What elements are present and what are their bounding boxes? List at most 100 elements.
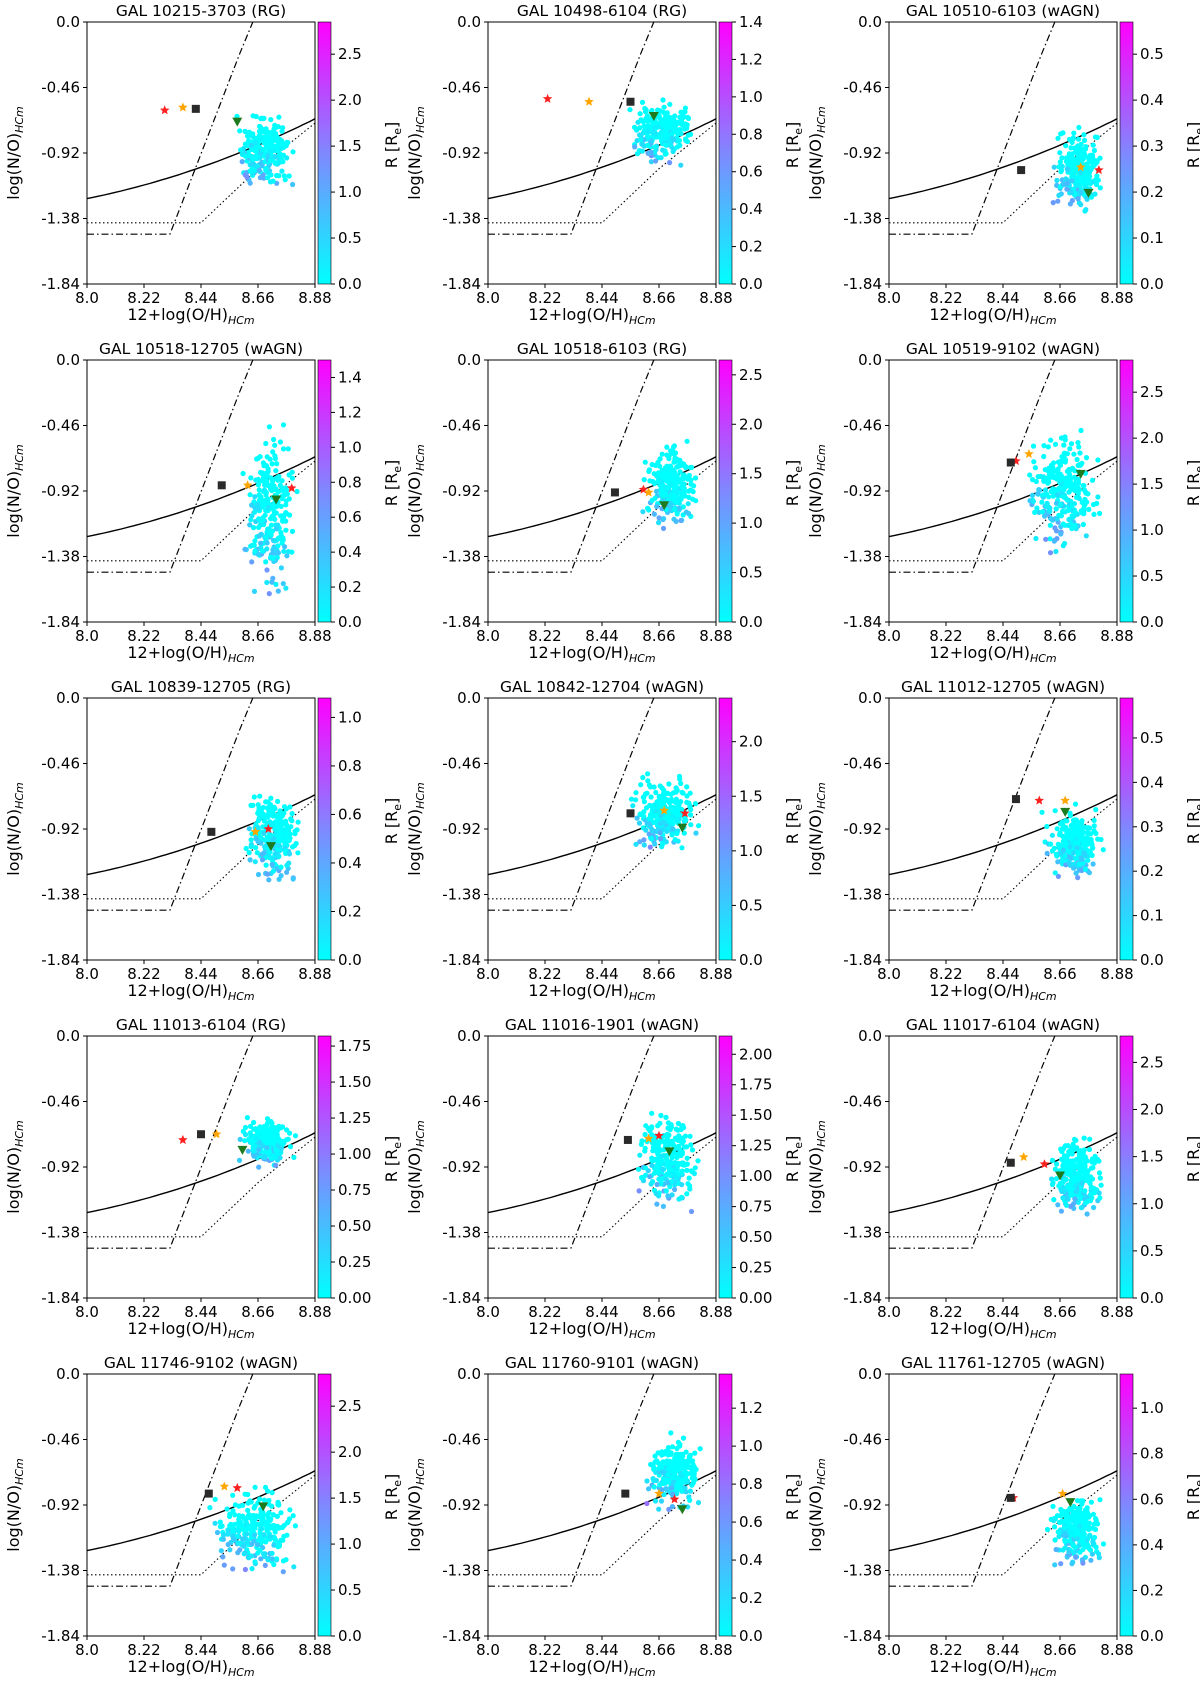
spaxel-point — [257, 454, 263, 460]
spaxel-point — [693, 830, 699, 836]
spaxel-point — [1078, 202, 1084, 208]
spaxel-point — [1063, 1202, 1070, 1208]
spaxel-point — [257, 1124, 263, 1130]
spaxel-point — [230, 1536, 237, 1542]
x-tick-label: 8.44 — [986, 1641, 1019, 1659]
marker-star-red — [654, 1130, 664, 1140]
y-tick-label: -0.92 — [41, 482, 80, 500]
x-tick-label: 8.0 — [75, 1303, 99, 1321]
spaxel-point — [1069, 178, 1075, 184]
spaxel-point — [1051, 538, 1057, 544]
marker-square — [207, 827, 216, 836]
spaxel-point — [1064, 186, 1070, 192]
spaxel-point — [1057, 150, 1063, 156]
spaxel-point — [267, 143, 273, 150]
spaxel-point — [257, 1496, 263, 1502]
spaxel-point — [1027, 472, 1033, 478]
spaxel-point — [256, 1147, 262, 1153]
spaxel-point — [1066, 1538, 1073, 1544]
spaxel-point — [660, 1203, 667, 1209]
y-tick-label: -1.84 — [442, 1627, 481, 1645]
spaxel-point — [252, 509, 258, 515]
spaxel-point — [653, 1191, 659, 1197]
colorbar-tick-label: 0.6 — [739, 1513, 763, 1531]
spaxel-point — [669, 832, 675, 838]
dotted-boundary — [889, 460, 1117, 562]
spaxel-point — [1061, 486, 1067, 492]
spaxel-point — [675, 1439, 682, 1445]
spaxel-point — [1052, 441, 1059, 447]
y-tick-label: -0.92 — [41, 144, 80, 162]
spaxel-point — [1091, 1534, 1098, 1541]
spaxel-point — [279, 496, 285, 502]
spaxel-point — [280, 159, 286, 165]
x-axis-label: 12+log(O/H)HCm — [127, 981, 254, 1003]
colorbar-tick-label: 0.0 — [1140, 275, 1164, 293]
spaxel-point — [1090, 861, 1096, 867]
spaxel-point — [671, 790, 677, 796]
spaxel-point — [273, 1556, 280, 1562]
x-tick-label: 8.0 — [877, 1641, 901, 1659]
spaxel-point — [279, 168, 285, 174]
spaxel-point — [295, 819, 301, 825]
spaxel-point — [264, 540, 270, 546]
spaxel-point — [246, 153, 252, 159]
spaxel-point — [275, 588, 281, 594]
spaxel-point — [1050, 1503, 1056, 1509]
dotted-boundary — [488, 122, 716, 224]
spaxel-point — [277, 824, 284, 830]
panel: GAL 11017-6104 (wAGN) 8.0 8.22 8.44 8.66 8.88… — [806, 1016, 1200, 1341]
colorbar-tick-label: 0.5 — [338, 1581, 362, 1599]
spaxel-point — [1044, 823, 1050, 830]
spaxel-point — [1032, 509, 1038, 515]
spaxel-point — [270, 575, 276, 581]
spaxel-point — [267, 1533, 273, 1539]
x-tick-label: 8.0 — [75, 627, 99, 645]
spaxel-point — [1075, 850, 1081, 856]
spaxel-point — [669, 1485, 675, 1491]
spaxel-point — [259, 1143, 265, 1149]
spaxel-point — [288, 816, 294, 822]
colorbar — [719, 22, 732, 284]
x-tick-label: 8.66 — [1043, 1303, 1076, 1321]
spaxel-point — [270, 449, 276, 455]
spaxel-point — [261, 818, 268, 824]
spaxel-point — [1080, 1560, 1086, 1566]
y-axis-label: log(N/O)HCm — [405, 444, 427, 538]
spaxel-point — [1076, 1151, 1082, 1157]
spaxel-point — [676, 800, 682, 807]
spaxel-point — [647, 1174, 653, 1180]
spaxel-point — [1045, 468, 1051, 474]
colorbar-tick-label: 2.0 — [1140, 429, 1164, 447]
plot-area — [889, 360, 1117, 573]
colorbar-tick-label: 1.00 — [739, 1167, 772, 1185]
spaxel-point — [258, 531, 264, 538]
x-tick-label: 8.0 — [75, 1641, 99, 1659]
spaxel-point — [1081, 151, 1087, 157]
spaxel-point — [240, 1526, 246, 1532]
x-tick-label: 8.66 — [1043, 627, 1076, 645]
colorbar-tick-label: 2.5 — [1140, 383, 1164, 401]
spaxel-point — [650, 1476, 656, 1482]
spaxel-point — [280, 1569, 286, 1575]
spaxel-point — [1080, 1169, 1086, 1175]
spaxel-point — [279, 1524, 286, 1530]
spaxel-point — [230, 1566, 236, 1572]
marker-triangle — [1060, 807, 1071, 817]
spaxel-point — [266, 131, 272, 137]
spaxel-point — [268, 475, 274, 481]
spaxel-point — [647, 844, 653, 850]
spaxel-point — [241, 1543, 247, 1549]
x-tick-label: 8.88 — [298, 965, 331, 983]
x-tick-label: 8.0 — [75, 289, 99, 307]
spaxel-point — [276, 876, 282, 882]
spaxel-point — [272, 154, 278, 160]
y-tick-label: -1.84 — [41, 951, 80, 969]
spaxel-point — [643, 1123, 649, 1129]
colorbar-tick-label: 1.0 — [739, 842, 763, 860]
spaxel-point — [681, 1144, 687, 1150]
x-tick-label: 8.66 — [241, 627, 274, 645]
spaxel-point — [676, 505, 682, 511]
spaxel-point — [675, 1152, 681, 1158]
marker-star-red — [178, 1134, 188, 1144]
